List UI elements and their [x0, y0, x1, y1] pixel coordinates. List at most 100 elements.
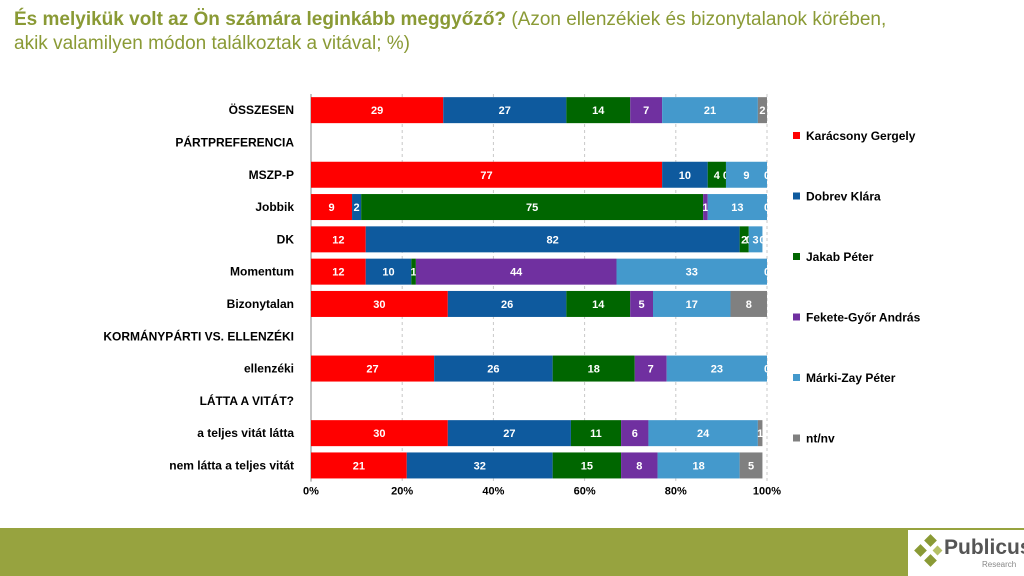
bar-segment — [352, 194, 362, 221]
bar-segment — [552, 452, 622, 479]
x-tick-label: 20% — [391, 486, 413, 498]
x-tick-label: 40% — [482, 486, 504, 498]
bar-segment — [361, 194, 704, 221]
publicus-logo: Publicus Research — [908, 530, 1024, 576]
data-label: 2 — [759, 105, 765, 117]
data-label: 1 — [702, 202, 708, 214]
bar-segment — [662, 161, 708, 188]
row-label: Jobbik — [255, 200, 294, 214]
data-label: 3 — [753, 234, 759, 246]
x-tick-label: 80% — [665, 486, 687, 498]
data-label: 15 — [581, 460, 593, 472]
data-label: 14 — [592, 105, 605, 117]
bar-segment — [730, 290, 767, 317]
logo-sub: Research — [982, 560, 1017, 569]
bar-segment — [311, 161, 663, 188]
x-tick-label: 0% — [303, 486, 319, 498]
logo-name: Publicus — [944, 536, 1024, 559]
row-label: ÖSSZESEN — [229, 102, 294, 117]
bar-segment — [662, 97, 758, 124]
legend-label: Dobrev Klára — [806, 190, 881, 204]
stacked-bar-chart: 0% 20% 40% 60% 80% 100%ÖSSZESEN 29 27 14 7 21 2PÁRT… — [103, 94, 921, 498]
bar-segment — [434, 355, 553, 382]
data-label: 8 — [636, 460, 642, 472]
data-label: 27 — [503, 428, 515, 440]
bar-segment — [648, 420, 758, 447]
row-label: MSZP-P — [249, 168, 294, 182]
data-label: 75 — [526, 202, 538, 214]
x-tick-label: 100% — [753, 486, 781, 498]
row-label: LÁTTA A VITÁT? — [200, 393, 294, 408]
data-label: 30 — [373, 299, 385, 311]
row-label: nem látta a teljes vitát — [169, 458, 294, 472]
bar-segment — [311, 194, 353, 221]
row-label: PÁRTPREFERENCIA — [175, 134, 294, 149]
data-label: 12 — [332, 267, 344, 279]
legend-label: Márki-Zay Péter — [806, 371, 896, 385]
bar-segment — [552, 355, 635, 382]
data-label: 14 — [592, 299, 605, 311]
data-label: 30 — [373, 428, 385, 440]
data-label: 21 — [704, 105, 716, 117]
bar-segment — [630, 97, 663, 124]
bar-segment — [311, 226, 366, 253]
data-label: 2 — [741, 234, 747, 246]
data-label: 1 — [411, 267, 417, 279]
data-label: 26 — [487, 364, 499, 376]
data-label: 26 — [501, 299, 513, 311]
data-label: 82 — [547, 234, 559, 246]
bar-segment — [725, 161, 767, 188]
data-label: 0 — [764, 170, 770, 182]
row-label: DK — [277, 232, 295, 246]
data-label: 9 — [743, 170, 749, 182]
bar-segment — [311, 290, 448, 317]
data-label: 18 — [692, 460, 704, 472]
bar-segment — [311, 452, 407, 479]
bar-segment — [311, 420, 448, 447]
bar-segment — [570, 420, 622, 447]
bar-segment — [634, 355, 667, 382]
bar-segment — [621, 452, 658, 479]
data-label: 32 — [474, 460, 486, 472]
legend-swatch — [793, 434, 800, 442]
data-label: 5 — [639, 299, 645, 311]
legend-swatch — [793, 132, 800, 139]
data-label: 2 — [354, 202, 360, 214]
data-label: 6 — [632, 428, 638, 440]
bar-segment — [447, 290, 567, 317]
bar-segment — [757, 97, 767, 124]
x-tick-label: 60% — [574, 486, 596, 498]
data-label: 13 — [731, 202, 743, 214]
title-main: És melyikük volt az Ön számára leginkább… — [14, 9, 507, 30]
footer-band — [0, 528, 1024, 576]
bar-segment — [411, 258, 416, 285]
data-label: 77 — [480, 170, 492, 182]
data-label: 29 — [371, 105, 383, 117]
data-label: 44 — [510, 267, 523, 279]
data-label: 4 — [714, 170, 721, 182]
data-label: 24 — [697, 428, 710, 440]
row-label: Momentum — [230, 265, 294, 279]
legend-label: Karácsony Gergely — [806, 129, 916, 143]
data-label: 0 — [764, 202, 770, 214]
bar-segment — [707, 161, 726, 188]
row-label: a teljes vitát látta — [197, 426, 294, 440]
data-label: 0 — [764, 267, 770, 279]
bar-segment — [707, 194, 767, 221]
data-label: 11 — [590, 428, 602, 440]
bar-segment — [311, 97, 444, 124]
bar-segment — [739, 226, 749, 253]
bar-segment — [748, 226, 763, 253]
data-label: 18 — [588, 364, 600, 376]
bar-segment — [630, 290, 653, 317]
bar-segment — [703, 194, 708, 221]
bar-segment — [447, 420, 571, 447]
data-label: 33 — [686, 267, 698, 279]
data-label: 23 — [711, 364, 723, 376]
data-label: 27 — [366, 364, 378, 376]
bar-segment — [311, 258, 366, 285]
bar-segment — [621, 420, 649, 447]
data-label: 7 — [648, 364, 654, 376]
data-label: 9 — [328, 202, 334, 214]
data-label: 5 — [748, 460, 754, 472]
